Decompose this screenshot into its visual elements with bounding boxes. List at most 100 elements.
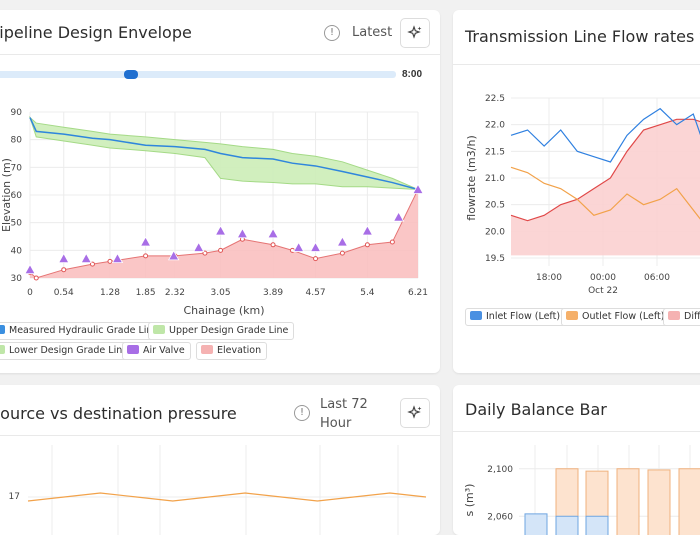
y-tick-label: 22.5: [485, 94, 505, 104]
elevation-point: [143, 253, 149, 259]
x-tick-label: 5.4: [360, 288, 375, 298]
x-tick-label: 0.54: [54, 288, 74, 298]
y-tick-label: 17: [9, 492, 20, 502]
time-slider-track[interactable]: [0, 71, 396, 78]
y-tick-label: 50: [11, 219, 23, 229]
legend-item[interactable]: Air Valve: [122, 342, 191, 360]
card-title: Daily Balance Bar: [465, 400, 607, 419]
x-tick-label: 3.05: [211, 288, 231, 298]
time-range-label[interactable]: Latest: [352, 25, 393, 40]
elevation-point: [61, 267, 67, 273]
elevation-point: [218, 247, 224, 253]
balance-bar: [678, 468, 700, 535]
x-tick-label: 1.85: [136, 288, 156, 298]
x-tick-label: 4.57: [306, 288, 326, 298]
legend-label: Outlet Flow (Left): [582, 311, 665, 322]
hydraulic-grade-line: [29, 117, 419, 191]
x-tick-label: 1.28: [100, 288, 120, 298]
pressure-line: [27, 492, 427, 502]
air-valve-marker: [236, 227, 249, 239]
y-tick-label: 2,060: [487, 512, 513, 522]
air-valve-marker: [58, 252, 70, 264]
x-tick-label: 00:00: [590, 273, 616, 283]
legend-item[interactable]: Outlet Flow (Left): [561, 308, 671, 326]
y-tick-label: 20.0: [485, 227, 505, 237]
y-axis-label: Elevation (m): [0, 158, 13, 232]
legend-item[interactable]: Differ: [663, 308, 700, 326]
air-valve-marker: [193, 241, 205, 252]
balance-bar: [585, 515, 609, 535]
header-divider: [453, 431, 700, 432]
flow-rates-card: Transmission Line Flow rates vs 19.5 20.0…: [453, 10, 700, 373]
elevation-point: [107, 258, 113, 264]
y-tick-label: 21.5: [485, 147, 505, 157]
y-axis-label: s (m³): [463, 484, 476, 517]
envelope-chart: 30 40 50 60 70 80 90 0 0.54 1.28 1.85 2.32 3.05 3.89 4…: [0, 108, 428, 317]
legend-swatch: [470, 311, 482, 320]
x-tick-label: 18:00: [536, 273, 562, 283]
elevation-point: [33, 275, 39, 281]
difference-area: [511, 119, 700, 256]
y-tick-label: 90: [11, 108, 23, 118]
legend-item[interactable]: Elevation: [196, 342, 268, 360]
y-tick-label: 60: [11, 191, 23, 201]
legend-label: Air Valve: [143, 345, 185, 356]
air-valve-marker: [361, 225, 374, 236]
y-tick-label: 40: [11, 246, 23, 256]
ai-assist-button[interactable]: [400, 18, 430, 48]
ai-assist-button[interactable]: [400, 398, 430, 428]
info-icon[interactable]: !: [294, 405, 310, 421]
legend-label: Elevation: [217, 345, 262, 356]
legend-label: Differ: [684, 311, 700, 322]
y-tick-label: 80: [11, 136, 23, 146]
y-tick-label: 30: [11, 274, 23, 284]
time-range-label[interactable]: Last 72 Hour: [320, 397, 368, 431]
x-tick-label: 2.32: [165, 288, 185, 298]
legend-label: Upper Design Grade Line: [169, 325, 289, 336]
elevation-point: [389, 239, 395, 245]
air-valve-marker: [309, 241, 322, 252]
elevation-point: [313, 256, 319, 262]
y-tick-label: 19.5: [485, 254, 505, 264]
flow-chart: 19.5 20.0 20.5 21.0 21.5 22.0 22.5 18:00 00:00 06…: [465, 94, 700, 296]
elevation-point: [270, 242, 276, 248]
air-valve-marker: [80, 252, 92, 264]
air-valve-marker: [412, 183, 424, 194]
y-tick-label: 20.5: [485, 201, 505, 211]
legend-item[interactable]: Inlet Flow (Left): [465, 308, 567, 326]
card-title: Pipeline Design Envelope: [0, 23, 192, 42]
time-slider-thumb[interactable]: [124, 70, 138, 79]
legend-swatch: [0, 345, 5, 354]
legend-swatch: [0, 325, 5, 334]
elevation-point: [89, 261, 95, 267]
elevation-point: [202, 250, 208, 256]
legend-swatch: [127, 345, 139, 354]
air-valve-marker: [111, 252, 124, 264]
legend-item[interactable]: Measured Hydraulic Grade Line: [0, 322, 165, 340]
sparkle-icon: [407, 405, 422, 419]
time-slider-label: 8:00: [402, 69, 423, 80]
y-tick-label: 70: [11, 163, 23, 173]
daily-balance-card: Daily Balance Bar 2,060 2,100 s (m³): [453, 385, 700, 535]
inlet-flow-line: [510, 107, 700, 163]
legend-item[interactable]: Upper Design Grade Line: [148, 322, 295, 340]
balance-bar: [555, 515, 579, 535]
air-valve-marker: [267, 227, 279, 239]
header-divider: [0, 54, 440, 55]
header-divider: [0, 435, 440, 436]
legend-item[interactable]: Lower Design Grade Line: [0, 342, 135, 360]
air-valve-marker: [168, 250, 180, 261]
air-valve-marker: [336, 236, 349, 247]
info-icon[interactable]: !: [324, 25, 340, 41]
y-tick-label: 22.0: [485, 121, 505, 131]
pressure-card: Source vs destination pressure ! Last 72…: [0, 385, 440, 535]
sparkle-icon: [407, 25, 422, 39]
air-valve-marker: [214, 225, 227, 236]
x-tick-label: 6.21: [408, 288, 428, 298]
header-divider: [453, 64, 700, 65]
x-tick-label: 3.89: [263, 288, 283, 298]
legend-swatch: [668, 311, 680, 320]
card-title: Transmission Line Flow rates vs: [465, 27, 700, 46]
y-tick-label: 21.0: [485, 174, 505, 184]
x-tick-label: 0: [27, 288, 33, 298]
